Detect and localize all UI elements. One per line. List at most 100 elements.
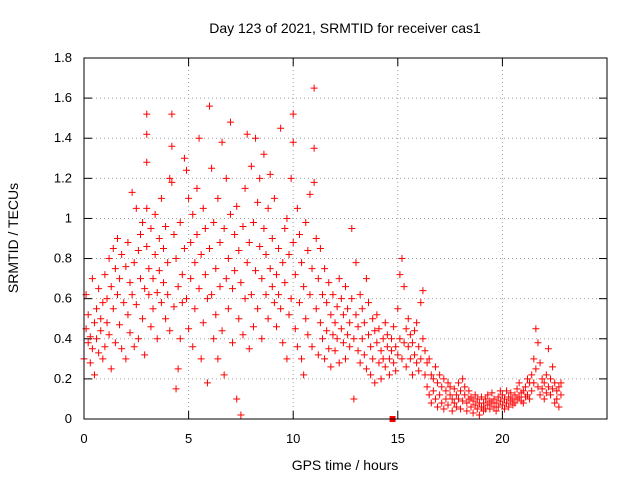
data-point [329,291,337,299]
data-point [270,194,278,202]
data-point [419,287,427,295]
data-point [342,355,349,363]
data-point [193,230,201,238]
data-point [440,405,448,413]
grid-lines [84,58,607,419]
data-point [178,299,186,307]
data-point [266,170,274,178]
data-point [300,283,308,291]
data-point [222,174,230,182]
data-point [113,235,121,242]
data-point [482,395,490,403]
data-point [239,331,247,339]
data-point [105,255,113,263]
data-point [331,347,339,355]
data-point [206,102,214,110]
data-point [538,385,546,393]
data-point [101,343,109,351]
data-point [141,351,149,359]
data-point [423,383,431,391]
data-point [406,331,414,339]
data-point [463,407,471,415]
data-point [252,267,260,275]
data-point [197,251,205,259]
data-point [365,331,373,339]
data-point [498,401,506,409]
data-point [126,329,134,337]
data-point [454,395,462,403]
data-point [402,325,410,333]
data-point [448,395,456,403]
data-point [377,347,385,355]
data-point [306,291,314,299]
data-point [281,279,289,287]
data-point [139,218,147,226]
data-point [344,331,352,339]
data-point [312,305,320,313]
data-point [95,285,103,293]
data-point [538,375,546,383]
data-point [448,407,456,415]
data-point [505,403,513,411]
data-point [151,210,159,218]
y-axis-label: SRMTID / TECUs [5,183,21,293]
data-point [201,224,209,232]
data-point [237,279,245,287]
data-point [316,245,324,253]
data-point [484,391,492,399]
data-point [210,218,218,226]
data-point [547,391,555,399]
data-point [312,235,320,242]
data-point [413,319,421,327]
data-point [210,335,218,343]
data-point [438,399,446,407]
data-point [369,355,377,363]
data-point [352,259,360,267]
data-point [116,275,124,283]
data-point [277,305,285,313]
data-point [417,299,425,307]
data-point [241,184,249,192]
data-point [254,305,262,313]
data-point [555,383,563,391]
chart-title: Day 123 of 2021, SRMTID for receiver cas… [209,20,481,36]
data-point [170,230,178,238]
data-point [283,214,291,222]
data-point [438,383,446,391]
data-point [532,325,540,333]
data-point [166,174,174,182]
data-point [427,399,435,407]
data-point [354,323,362,331]
data-point [216,283,224,291]
data-point [118,251,126,259]
data-point [233,202,241,210]
data-point [557,379,565,387]
data-point [233,395,241,403]
data-point [381,319,389,327]
data-point [180,154,188,162]
data-point [549,363,557,371]
data-point [143,130,151,138]
data-point [388,347,396,355]
data-point [358,305,366,313]
data-point [168,142,176,150]
data-point [262,291,270,299]
data-point [111,339,119,347]
data-point [444,379,452,387]
data-point [97,327,105,335]
data-point [187,275,195,283]
data-point [519,387,527,395]
data-point [549,385,557,393]
data-point [454,379,462,387]
data-point [314,351,322,359]
data-point [224,305,232,313]
data-point [212,265,220,273]
data-point [86,359,94,367]
data-point [480,399,488,407]
data-point [530,355,538,363]
data-point [350,395,358,403]
data-point [141,285,149,293]
data-point [132,204,140,212]
data-point [496,397,504,405]
data-point [342,283,349,291]
